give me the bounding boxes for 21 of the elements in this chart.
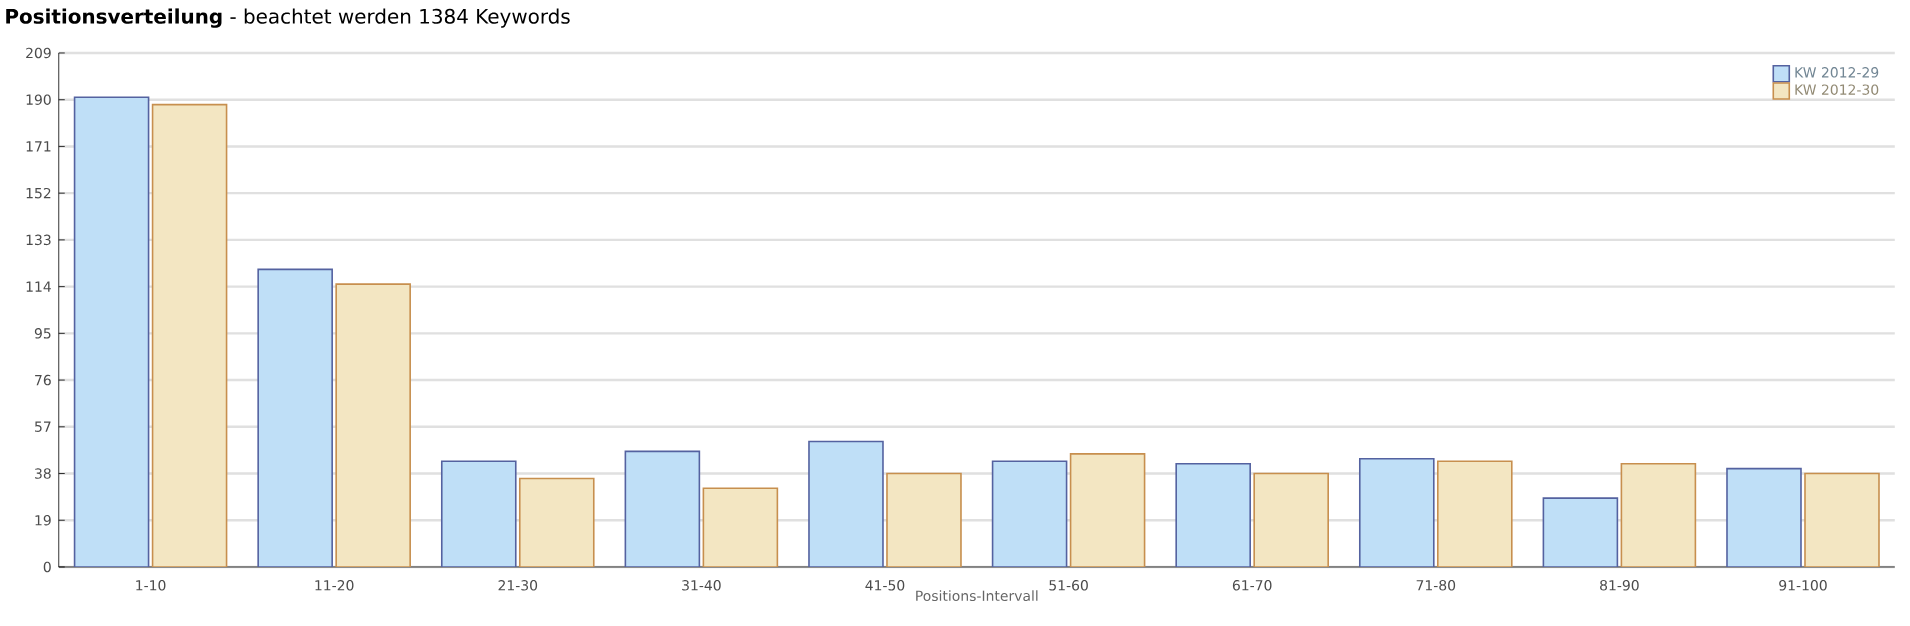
bar xyxy=(1726,467,1802,567)
bar xyxy=(73,96,150,567)
bar xyxy=(151,103,228,567)
bar xyxy=(335,283,411,567)
bar xyxy=(257,268,333,567)
bar xyxy=(1804,472,1880,567)
bar xyxy=(1620,462,1697,567)
bar xyxy=(1253,472,1329,567)
bar xyxy=(1069,453,1146,567)
bar xyxy=(1542,497,1619,567)
bar xyxy=(1358,457,1435,567)
bar xyxy=(624,450,701,567)
bar xyxy=(808,440,884,567)
bar xyxy=(518,477,595,567)
bar xyxy=(886,472,962,567)
chart-title: Positionsverteilung - beachtet werden 1384 Keywords xyxy=(6,8,570,28)
bar xyxy=(1175,462,1251,567)
bar xyxy=(440,460,517,567)
bar xyxy=(1436,460,1513,567)
bar xyxy=(702,487,779,567)
bar xyxy=(991,460,1068,567)
